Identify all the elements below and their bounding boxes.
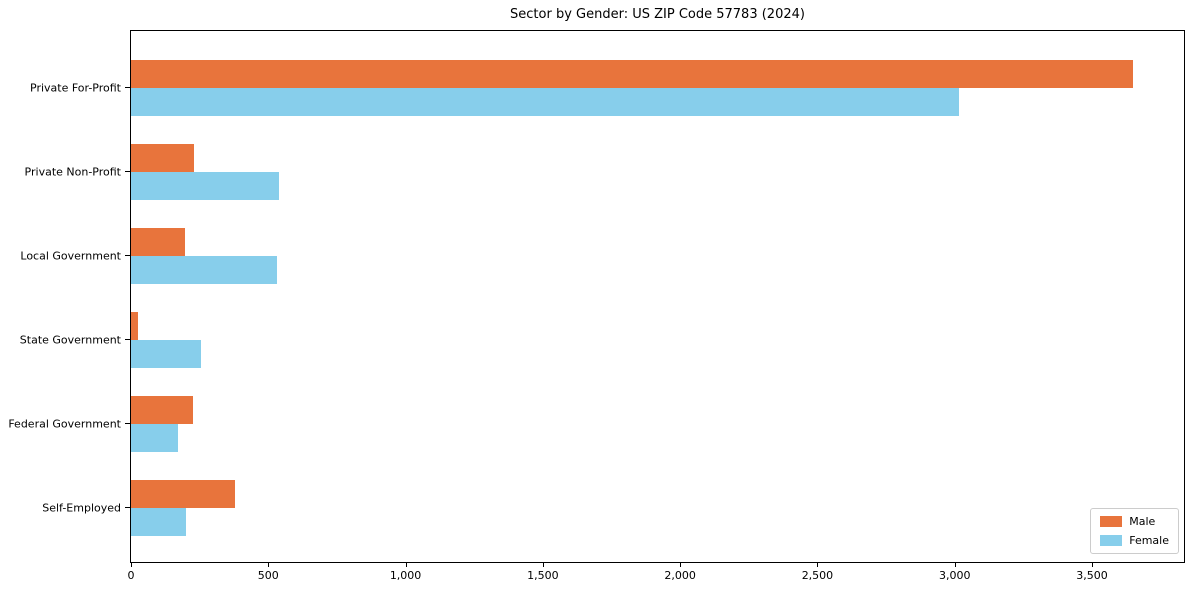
- bar-male-2: [131, 228, 185, 256]
- xtick-mark-6: [954, 563, 956, 567]
- legend-label-female: Female: [1129, 534, 1169, 547]
- bar-male-4: [131, 396, 193, 424]
- xtick-mark-0: [131, 563, 132, 567]
- xtick-mark-1: [268, 563, 270, 567]
- bar-male-3: [131, 312, 138, 340]
- ytick-label-1: Private Non-Profit: [24, 165, 121, 179]
- ytick-label-4: Federal Government: [8, 417, 121, 431]
- ytick-label-2: Local Government: [20, 249, 121, 263]
- bar-male-5: [131, 480, 235, 508]
- legend-swatch-female: [1100, 535, 1123, 546]
- bar-female-3: [131, 340, 201, 368]
- ytick-label-5: Self-Employed: [42, 501, 121, 515]
- xtick-label-0: 0: [127, 569, 135, 582]
- xtick-mark-7: [1092, 563, 1094, 567]
- xtick-mark-5: [817, 563, 819, 567]
- legend-label-male: Male: [1129, 515, 1156, 528]
- ytick-mark-3: [125, 339, 130, 340]
- plot-area: Male Female: [130, 30, 1185, 563]
- xtick-mark-4: [680, 563, 682, 567]
- xtick-label-1: 500: [257, 569, 279, 582]
- xtick-label-5: 2,500: [801, 569, 834, 582]
- xtick-mark-2: [405, 563, 407, 567]
- xtick-label-6: 3,000: [938, 569, 971, 582]
- xtick-label-4: 2,000: [664, 569, 696, 582]
- bar-female-2: [131, 256, 277, 284]
- xtick-label-2: 1,000: [389, 569, 422, 582]
- ytick-mark-1: [125, 171, 130, 172]
- bar-male-1: [131, 144, 194, 172]
- legend: Male Female: [1090, 508, 1179, 554]
- bar-female-4: [131, 424, 178, 452]
- bar-female-5: [131, 508, 186, 536]
- bar-male-0: [131, 60, 1133, 88]
- xtick-label-7: 3,500: [1076, 569, 1108, 582]
- legend-item-female: Female: [1100, 534, 1169, 547]
- xtick-label-3: 1,500: [527, 569, 559, 582]
- bar-female-1: [131, 172, 279, 200]
- legend-swatch-male: [1100, 516, 1123, 527]
- ytick-label-0: Private For-Profit: [30, 81, 121, 95]
- ytick-mark-2: [125, 255, 130, 256]
- ytick-mark-5: [125, 507, 130, 508]
- ytick-label-3: State Government: [19, 333, 121, 347]
- legend-item-male: Male: [1100, 515, 1169, 528]
- ytick-mark-0: [125, 87, 130, 88]
- chart-title: Sector by Gender: US ZIP Code 57783 (202…: [510, 7, 805, 22]
- bar-female-0: [131, 88, 959, 116]
- ytick-mark-4: [125, 423, 130, 424]
- xtick-mark-3: [542, 563, 544, 567]
